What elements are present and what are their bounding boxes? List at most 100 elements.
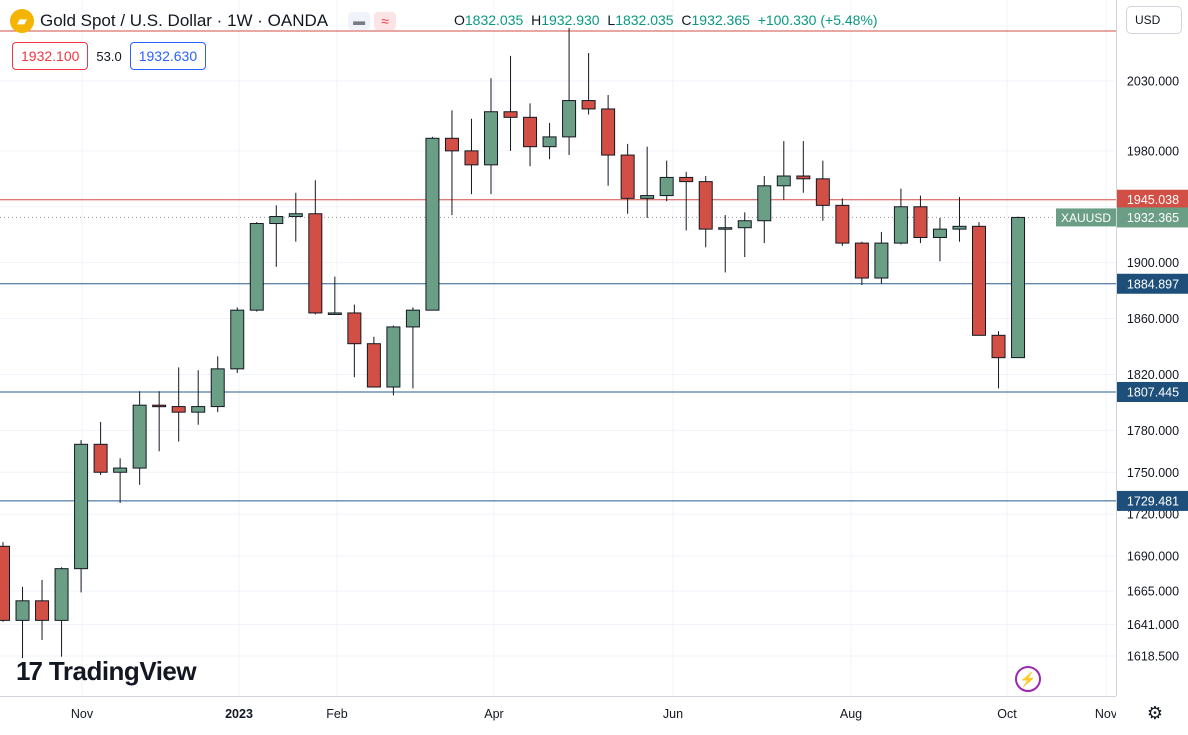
price-tick-label: 1618.500 <box>1127 650 1179 664</box>
candle <box>464 118 479 195</box>
price-axis[interactable]: 2030.0001980.0001940.0001900.0001860.000… <box>1116 0 1188 696</box>
candle-body <box>679 176 694 183</box>
level-price-label: 1729.481 <box>1127 494 1179 508</box>
wave-icon[interactable]: ≈ <box>374 12 397 30</box>
time-tick-label: Aug <box>840 707 862 721</box>
candle-body <box>15 600 30 621</box>
candle <box>230 307 245 374</box>
buy-button[interactable]: 1932.630 <box>129 42 207 70</box>
candle <box>562 27 577 156</box>
candle-body <box>113 467 128 473</box>
time-tick-label: Jun <box>663 707 683 721</box>
candle-body <box>93 443 108 473</box>
symbol-legend[interactable]: ▰ Gold Spot / U.S. Dollar · 1W · OANDA ▬… <box>10 9 397 33</box>
time-axis[interactable]: Nov 2023 Feb Apr Jun Aug Oct Nov <box>0 696 1118 729</box>
candle-body <box>171 406 186 413</box>
level-price-label-bg <box>1117 381 1188 402</box>
price-tick-label: 1750.000 <box>1127 466 1179 480</box>
candle-body <box>776 175 791 187</box>
symbol-title[interactable]: Gold Spot / U.S. Dollar · 1W · OANDA <box>40 11 329 30</box>
candle-body <box>0 545 10 621</box>
candle-body <box>1011 216 1026 359</box>
chart-area[interactable]: XAUUSD <box>0 0 1116 696</box>
candle-body <box>366 343 381 388</box>
watermark-text: TradingView <box>48 656 197 686</box>
candle <box>932 217 947 262</box>
candle-body <box>269 216 284 225</box>
candle <box>288 192 303 242</box>
sell-button[interactable]: 1932.100 <box>12 42 89 70</box>
candle <box>972 222 986 336</box>
lightning-icon[interactable]: ⚡ <box>1015 666 1041 692</box>
candle <box>601 94 616 186</box>
price-tick-label: 1780.000 <box>1127 424 1179 438</box>
candle-body <box>152 404 167 408</box>
candle <box>757 176 772 244</box>
candle-body <box>952 225 967 230</box>
candle-body <box>74 443 89 570</box>
open-label: O <box>454 12 465 28</box>
candle <box>854 241 869 286</box>
level-price-label: 1945.038 <box>1127 193 1179 207</box>
candle <box>347 304 362 378</box>
candle <box>698 176 713 248</box>
candle-body <box>815 178 830 206</box>
price-tick-label: 1900.000 <box>1127 256 1179 270</box>
candle <box>210 356 225 413</box>
high-value: 1932.930 <box>541 12 600 28</box>
low-value: 1832.035 <box>615 12 674 28</box>
candle-body <box>659 176 674 197</box>
price-tick-label: 1980.000 <box>1127 144 1179 158</box>
candle-body <box>132 404 147 469</box>
candle-body <box>288 213 303 218</box>
candle <box>815 160 830 221</box>
candle-body <box>347 312 362 345</box>
candlestick-chart[interactable]: XAUUSD <box>0 0 1116 696</box>
level-price-label-bg <box>1117 490 1188 511</box>
symbol-tag: XAUUSD <box>1061 211 1111 225</box>
candle-body <box>249 223 264 311</box>
price-tick-label: 1690.000 <box>1127 550 1179 564</box>
candle-body <box>191 406 206 413</box>
candle-body <box>484 111 498 166</box>
candle <box>269 205 284 267</box>
candle-body <box>425 137 440 311</box>
price-tick-label: 1820.000 <box>1127 368 1179 382</box>
candle-body <box>54 568 69 621</box>
candle-body <box>230 309 245 370</box>
open-value: 1832.035 <box>464 12 524 28</box>
candle-body <box>854 242 869 279</box>
candle <box>640 146 655 218</box>
candle-body <box>601 108 616 156</box>
time-tick-label: 2023 <box>225 707 253 721</box>
candle-body <box>757 185 772 222</box>
candle-body <box>620 154 635 199</box>
candle <box>249 222 264 312</box>
candle <box>523 103 538 167</box>
candle <box>893 188 908 245</box>
candle-body <box>737 220 752 229</box>
candle <box>54 567 69 657</box>
candle <box>1011 216 1026 359</box>
currency-select[interactable]: USD <box>1126 6 1182 34</box>
time-tick-label: Oct <box>997 707 1017 721</box>
tradingview-watermark[interactable]: 17 TradingView <box>16 656 197 687</box>
candle <box>405 307 420 389</box>
candle <box>776 141 791 200</box>
candle-body <box>523 116 538 148</box>
candle-body <box>562 100 577 138</box>
candle <box>35 579 50 640</box>
candle-body <box>874 242 889 279</box>
candle-body <box>796 175 811 180</box>
pill-icon[interactable]: ▬ <box>348 12 371 30</box>
candle-body <box>444 137 459 152</box>
candle <box>444 110 459 216</box>
high-label: H <box>531 12 542 28</box>
candle-body <box>835 204 850 244</box>
time-tick-label: Feb <box>326 707 348 721</box>
current-price-label-bg <box>1117 207 1188 228</box>
candle <box>152 391 167 452</box>
settings-gear-icon[interactable]: ⚙ <box>1146 702 1164 723</box>
candle <box>113 458 128 503</box>
candle <box>991 331 1006 389</box>
